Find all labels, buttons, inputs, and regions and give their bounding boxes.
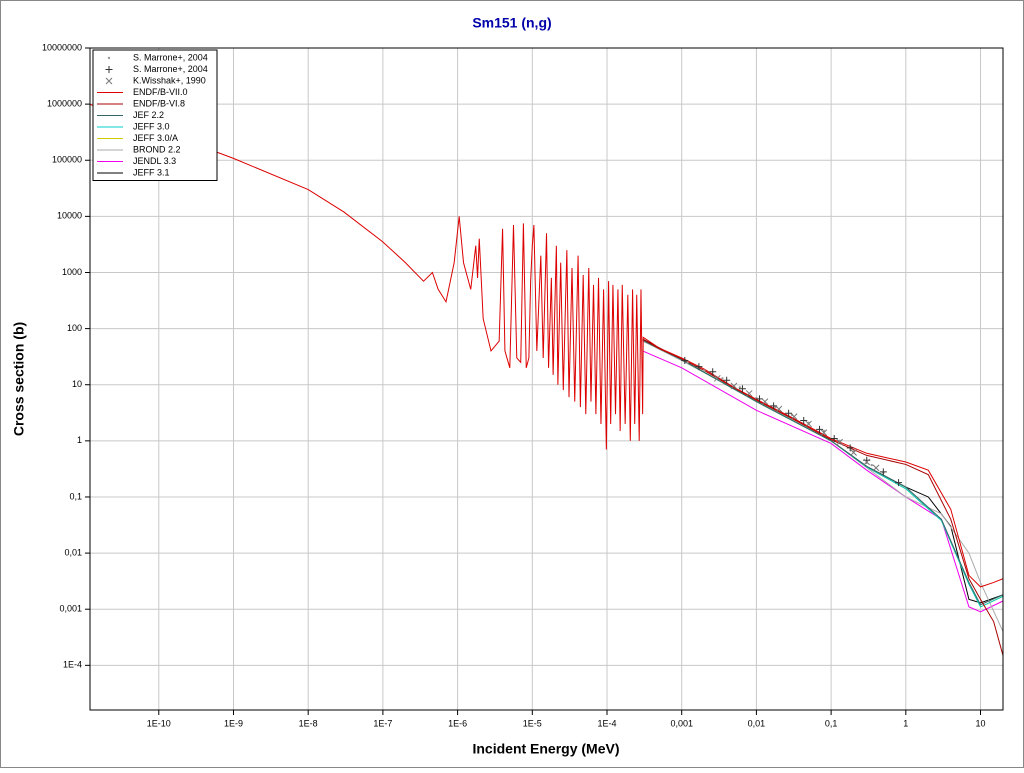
- data-point: [879, 468, 887, 476]
- y-tick-label: 0,1: [69, 491, 82, 501]
- y-tick-label: 0,01: [64, 547, 82, 557]
- x-tick-label: 1E-9: [224, 718, 243, 728]
- y-tick-label: 10000: [57, 211, 82, 221]
- chart-title: Sm151 (n,g): [472, 15, 551, 31]
- data-line: [642, 350, 1003, 613]
- plot-border: [89, 47, 1004, 711]
- data-point: [816, 425, 824, 433]
- data-point: [105, 77, 113, 85]
- y-tick-label: 10000000: [42, 42, 82, 52]
- data-point: [836, 438, 843, 446]
- x-tick-label: 1E-8: [299, 718, 318, 728]
- y-tick-label: 1: [77, 435, 82, 445]
- legend-label: JEFF 3.0: [133, 121, 170, 131]
- data-point: [870, 463, 873, 467]
- data-point: [721, 377, 724, 380]
- data-point: [830, 435, 838, 443]
- x-tick-label: 1: [903, 718, 908, 728]
- legend-label: JEFF 3.0/A: [133, 133, 178, 143]
- x-tick-label: 10: [976, 718, 986, 728]
- data-point: [800, 417, 808, 425]
- legend-label: S. Marrone+, 2004: [133, 52, 208, 62]
- y-tick-label: 100: [67, 323, 82, 333]
- data-point: [805, 420, 812, 428]
- data-point: [713, 374, 721, 382]
- grid: 1E-10 1E-9 1E-8 1E-7 1E-6 1E-5 1E-4 0,001 0,01 0,…: [42, 42, 1003, 728]
- x-axis-label: Incident Energy (MeV): [472, 741, 619, 757]
- y-tick-label: 1000: [62, 267, 82, 277]
- data-point: [850, 449, 857, 456]
- data-point: [702, 369, 706, 372]
- y-tick-label: 1E-4: [63, 660, 82, 670]
- y-tick-label: 10: [72, 379, 82, 389]
- data-point: [723, 376, 731, 384]
- legend-label: K.Wisshak+, 1990: [133, 75, 206, 85]
- x-tick-label: 0,001: [670, 718, 693, 728]
- legend-label: ENDF/B-VI.8: [133, 98, 185, 108]
- legend-label: JEFF 3.1: [133, 167, 170, 177]
- x-tick-label: 1E-10: [147, 718, 171, 728]
- legend-label: JENDL 3.3: [133, 156, 176, 166]
- x-tick-label: 0,01: [748, 718, 766, 728]
- data-point: [790, 413, 798, 420]
- data-point: [681, 357, 689, 365]
- data-point: [730, 382, 738, 390]
- data-point: [738, 386, 742, 389]
- data-point: [863, 458, 871, 466]
- data-point: [820, 429, 828, 437]
- data-point: [107, 56, 111, 60]
- data-point: [105, 66, 113, 73]
- x-tick-label: 0,1: [825, 718, 838, 728]
- data-point: [785, 409, 793, 417]
- legend-label: JEF 2.2: [133, 110, 164, 120]
- x-tick-label: 1E-5: [523, 718, 542, 728]
- data-point: [761, 398, 769, 405]
- data-point: [745, 390, 753, 397]
- y-tick-label: 100000: [52, 155, 82, 165]
- data-line: [90, 103, 1003, 588]
- x-tick-label: 1E-4: [597, 718, 616, 728]
- x-tick-label: 1E-6: [448, 718, 467, 728]
- legend-label: BROND 2.2: [133, 144, 181, 154]
- y-axis-label: Cross section (b): [11, 322, 27, 436]
- data-point: [846, 444, 854, 452]
- data-point: [770, 402, 778, 410]
- data-point: [895, 479, 903, 487]
- legend-label: S. Marrone+, 2004: [133, 64, 208, 74]
- plot: [90, 103, 1003, 656]
- y-tick-label: 1000000: [47, 98, 82, 108]
- x-tick-label: 1E-7: [373, 718, 392, 728]
- data-point: [686, 361, 689, 364]
- data-point: [738, 385, 746, 393]
- data-point: [695, 363, 703, 371]
- legend-label: ENDF/B-VII.0: [133, 87, 188, 97]
- y-tick-label: 0,001: [59, 604, 82, 614]
- data-point: [709, 368, 717, 376]
- data-point: [872, 464, 880, 472]
- data-point: [775, 405, 783, 413]
